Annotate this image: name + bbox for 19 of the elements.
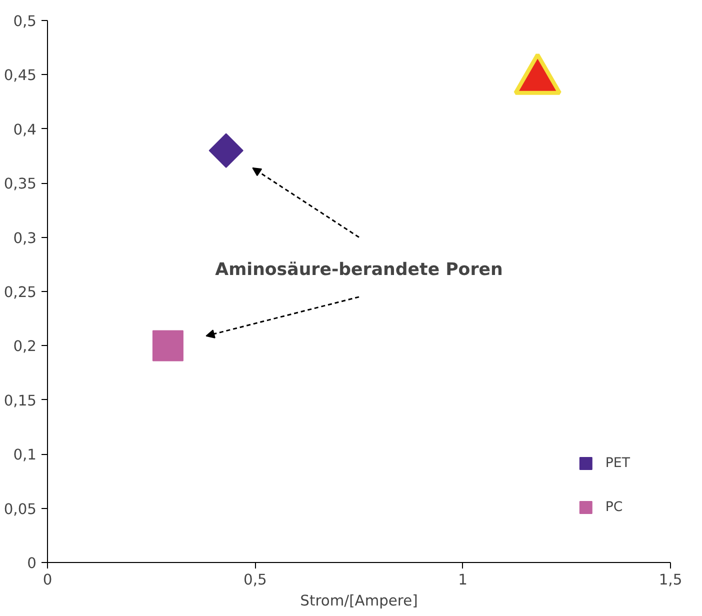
y-tick-label: 0,1 [13, 446, 37, 464]
annotation: Aminosäure-berandete Poren [215, 260, 503, 280]
x-tick-label: 1 [458, 572, 468, 588]
legend-label: PC [605, 500, 624, 514]
y-tick-label: 0,2 [13, 338, 37, 356]
x-axis-title: Strom/[Ampere] [300, 592, 418, 610]
y-tick-label: 0,35 [4, 176, 37, 193]
x-tick-label: 0 [42, 572, 52, 588]
x-tick-label: 0,5 [244, 572, 267, 588]
y-tick-label: 0 [27, 555, 37, 572]
y-tick-label: 0,5 [13, 13, 37, 30]
y-tick-label: 0,45 [4, 67, 37, 84]
legend-label: PET [605, 456, 630, 470]
x-tick-label: 1,5 [658, 572, 682, 588]
y-tick-label: 0,4 [13, 121, 37, 138]
y-tick-label: 0,05 [4, 500, 37, 518]
y-tick-label: 0,25 [4, 284, 37, 301]
y-tick-label: 0,15 [4, 392, 37, 410]
y-tick-label: 0,3 [13, 230, 37, 247]
